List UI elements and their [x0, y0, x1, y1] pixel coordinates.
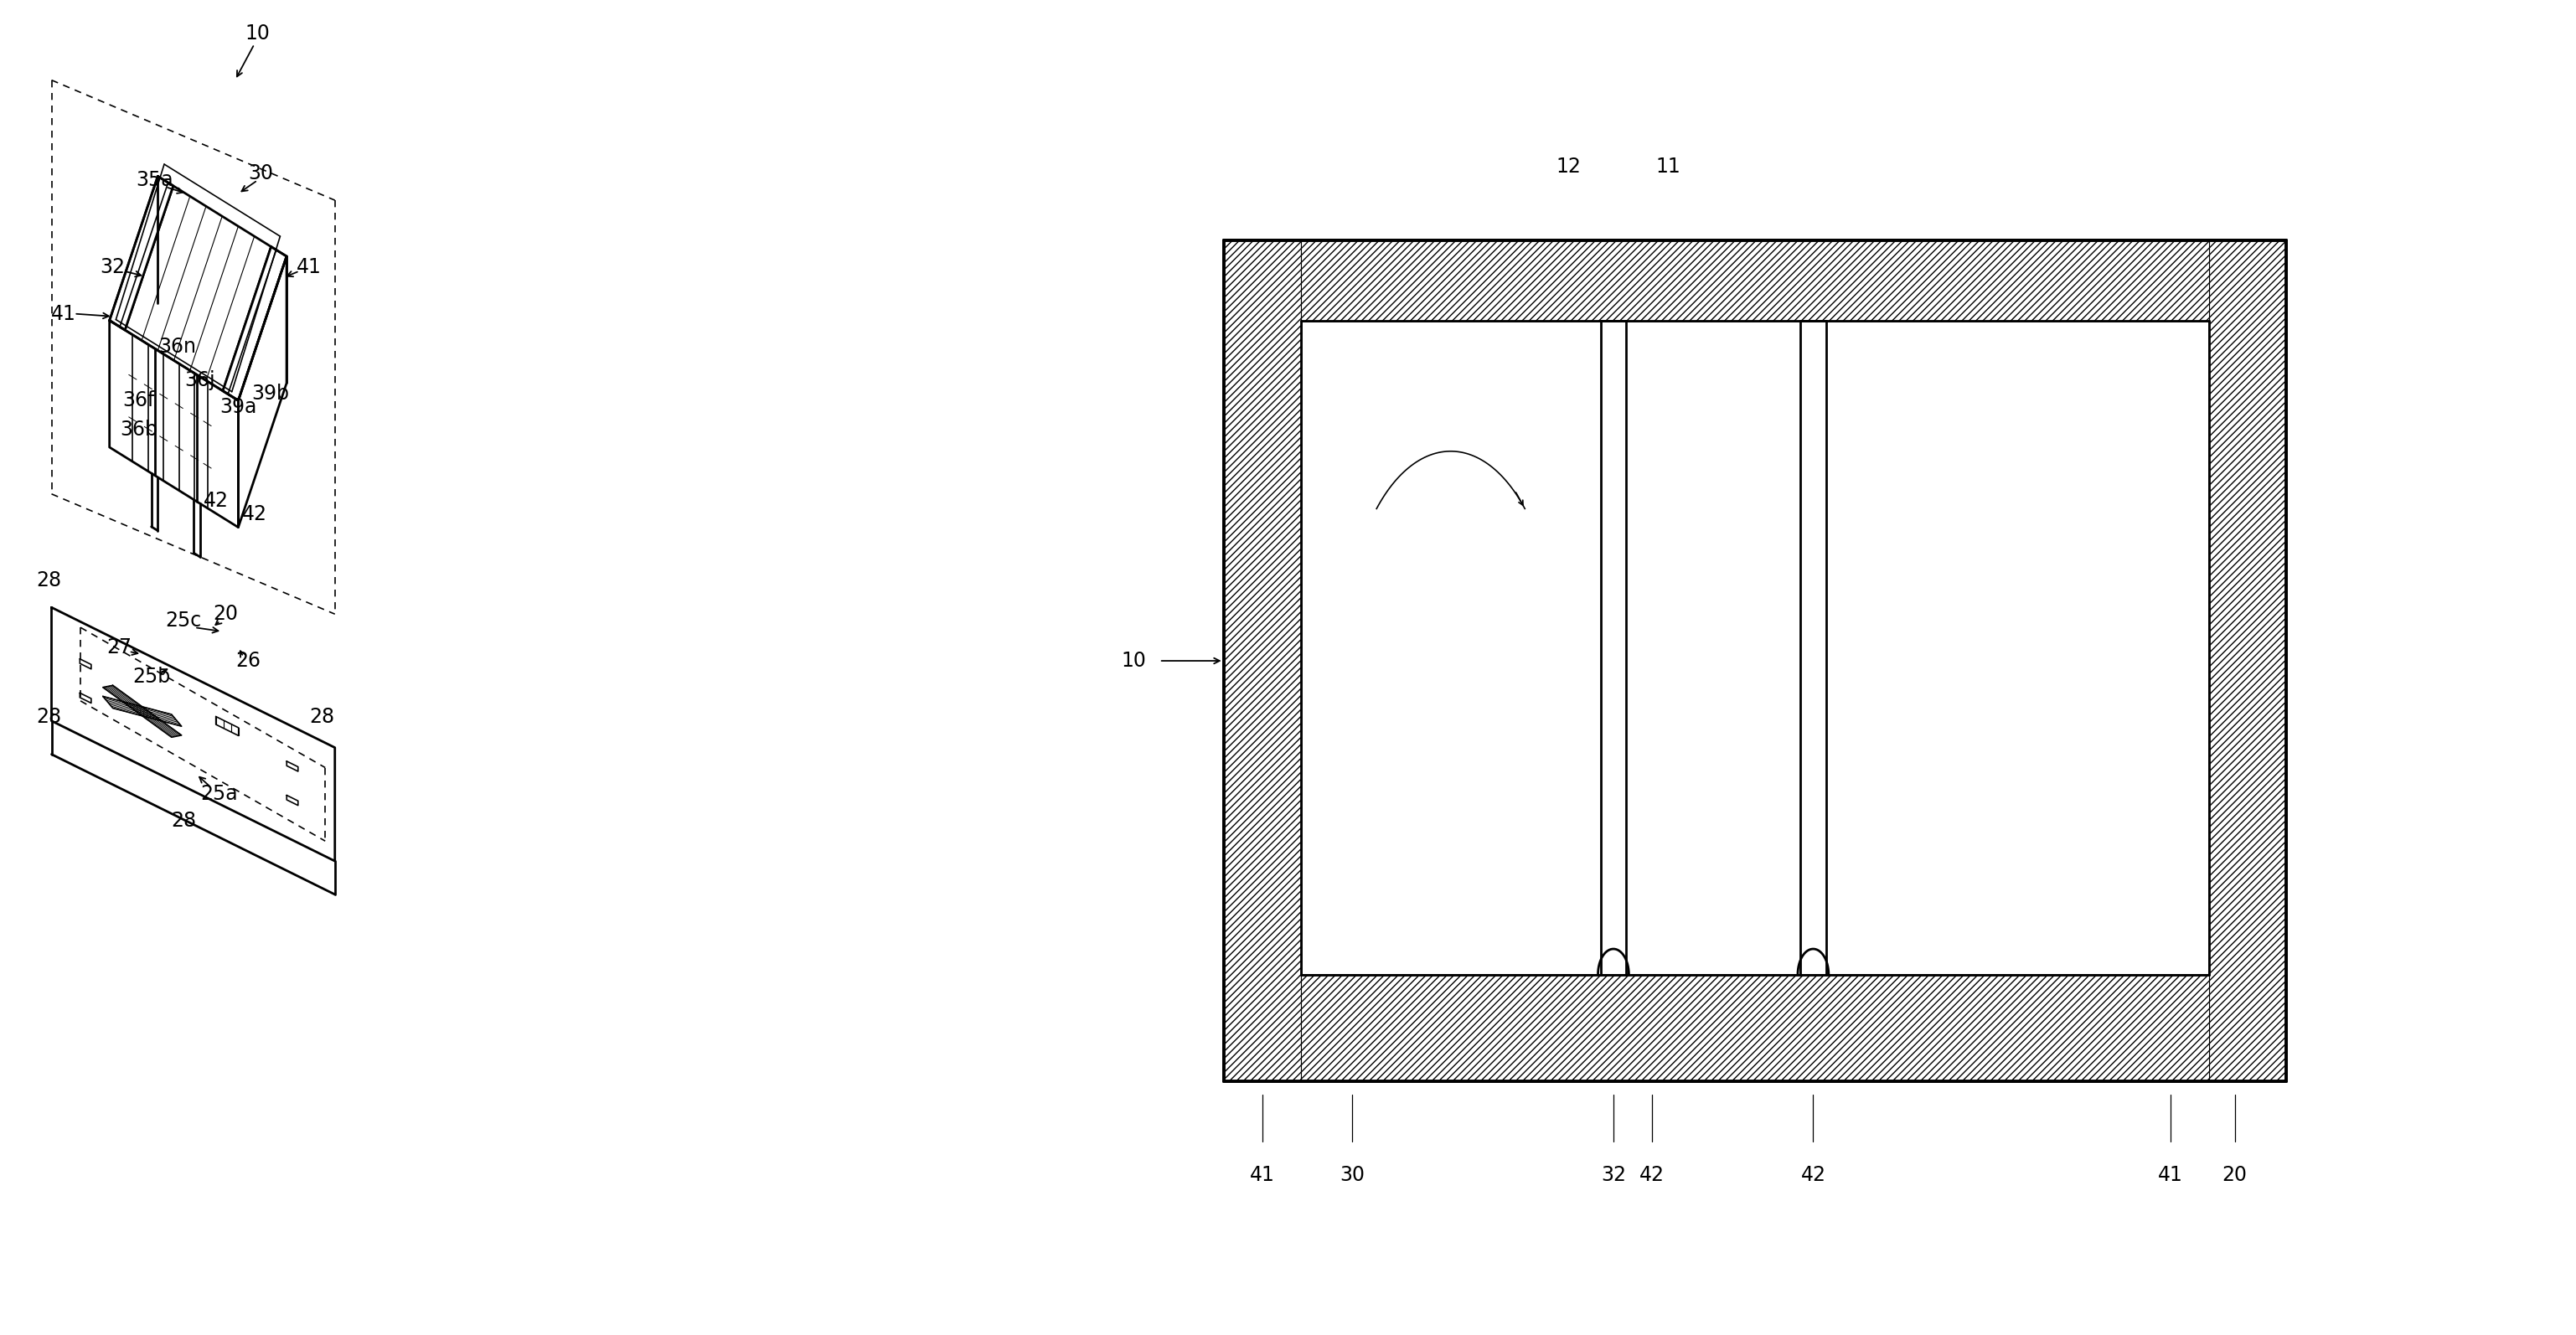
Text: 36f: 36f	[124, 390, 155, 411]
Text: 41: 41	[1249, 1164, 1275, 1185]
Text: 41: 41	[52, 303, 75, 324]
Text: 42: 42	[242, 503, 268, 525]
Text: 42: 42	[1638, 1164, 1664, 1185]
Text: 36j: 36j	[185, 370, 214, 391]
Text: 32: 32	[100, 256, 126, 278]
Text: 25a: 25a	[201, 784, 237, 805]
Text: 41: 41	[296, 256, 322, 278]
Text: 20: 20	[2223, 1164, 2246, 1185]
Polygon shape	[1301, 240, 2210, 320]
Text: 36b: 36b	[118, 419, 157, 441]
Polygon shape	[2210, 240, 2287, 1081]
Text: 39a: 39a	[219, 396, 258, 418]
Text: 25b: 25b	[131, 666, 170, 688]
Text: 42: 42	[204, 490, 229, 511]
Text: 26: 26	[234, 650, 260, 672]
Text: 28: 28	[309, 706, 335, 728]
Text: 25c: 25c	[165, 610, 201, 631]
Polygon shape	[1224, 240, 1301, 1081]
Text: 28: 28	[170, 810, 196, 832]
Text: 28: 28	[36, 706, 62, 728]
Text: 11: 11	[1656, 156, 1680, 178]
Polygon shape	[1301, 975, 2210, 1081]
Text: 30: 30	[1340, 1164, 1365, 1185]
Text: 41: 41	[2159, 1164, 2182, 1185]
Text: 32: 32	[1600, 1164, 1625, 1185]
Text: 10: 10	[245, 23, 270, 44]
Text: 42: 42	[1801, 1164, 1826, 1185]
Text: 30: 30	[247, 163, 273, 184]
Text: 36n: 36n	[157, 336, 196, 358]
Text: 35a: 35a	[137, 170, 173, 191]
Text: 27: 27	[106, 637, 131, 658]
Text: 39b: 39b	[252, 383, 289, 405]
Text: 20: 20	[214, 603, 237, 625]
Text: 28: 28	[36, 570, 62, 591]
Text: 12: 12	[1556, 156, 1582, 178]
Text: 10: 10	[1121, 650, 1146, 672]
